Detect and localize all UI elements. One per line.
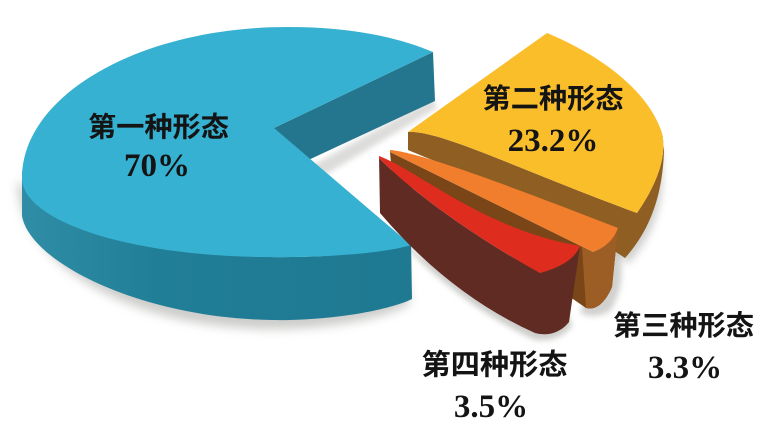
svg-text:23.2%: 23.2% [508,123,599,159]
svg-text:70%: 70% [124,148,190,184]
svg-text:3.5%: 3.5% [454,389,528,425]
svg-text:3.3%: 3.3% [648,350,722,386]
